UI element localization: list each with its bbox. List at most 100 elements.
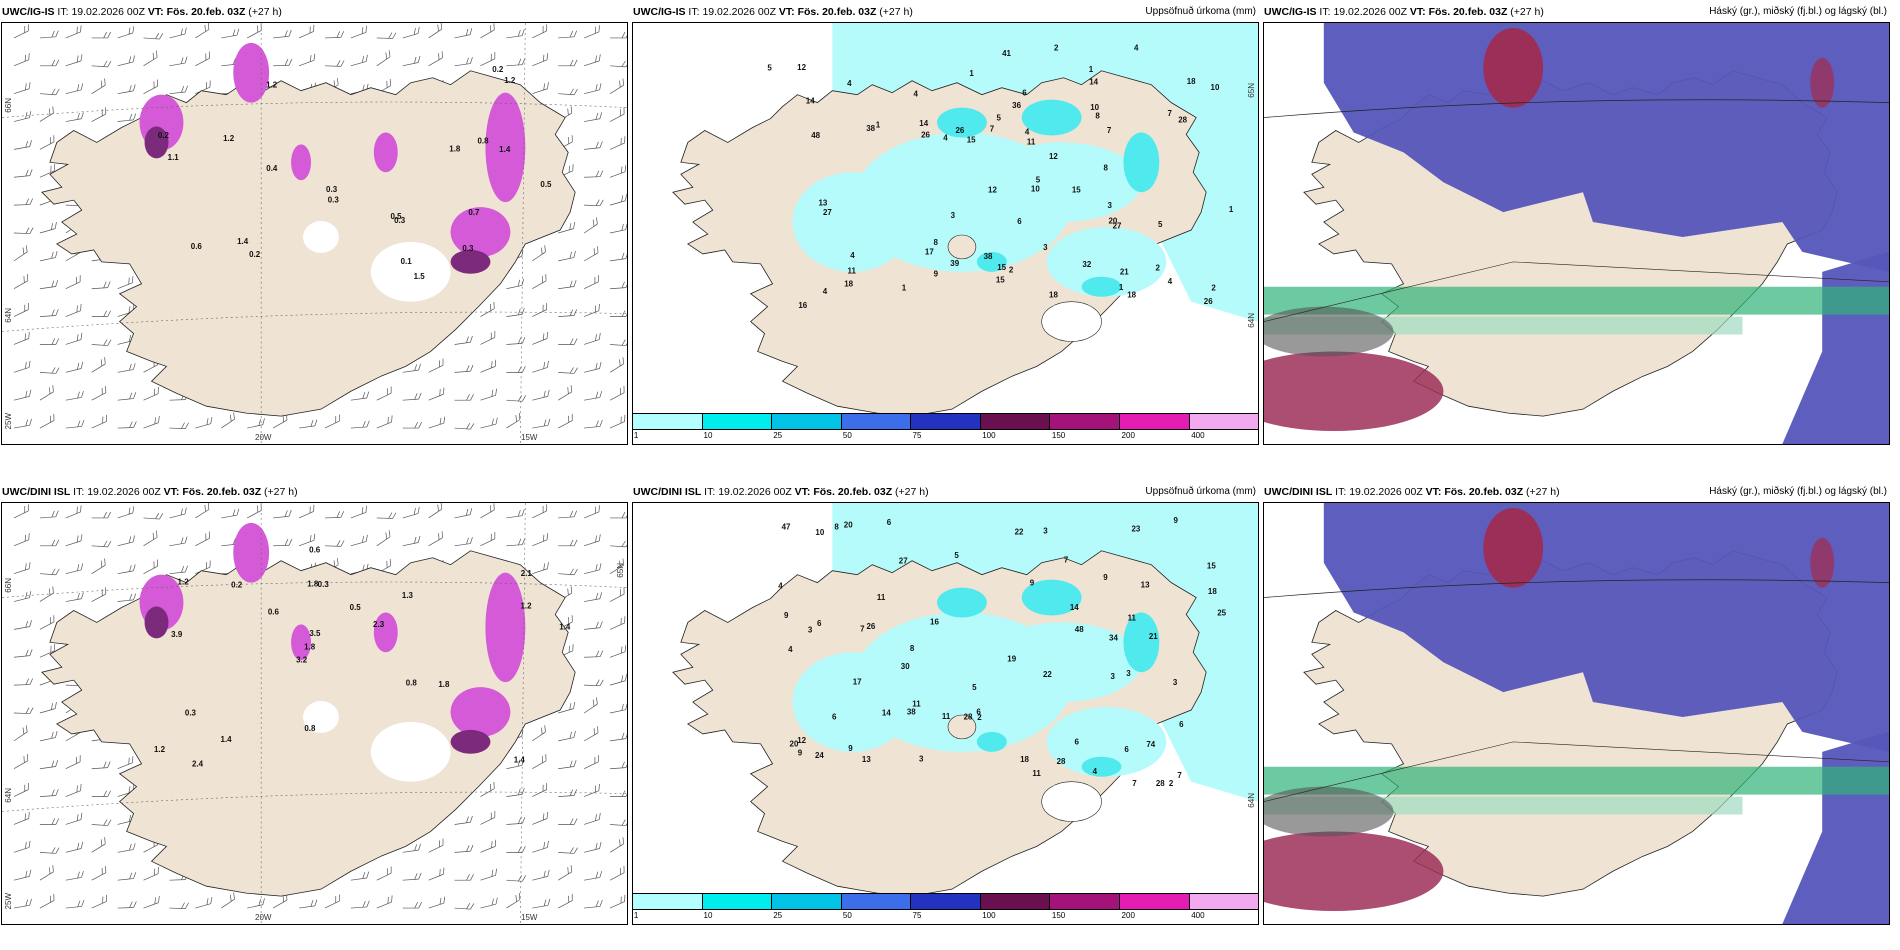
barb-shaft bbox=[480, 509, 495, 519]
value-label: 4 bbox=[943, 134, 948, 143]
panel-title: UWC/DINI ISL IT: 19.02.2026 00Z VT: Fös.… bbox=[633, 486, 1256, 498]
value-label: 3 bbox=[1111, 672, 1116, 681]
wind-barb-icon bbox=[117, 901, 137, 909]
value-label: 5 bbox=[1158, 220, 1163, 229]
barb-shaft bbox=[583, 703, 598, 714]
value-label: 11 bbox=[1032, 769, 1041, 778]
barb-shaft bbox=[480, 308, 495, 317]
value-label: 32 bbox=[1082, 260, 1091, 269]
barb-feather bbox=[491, 418, 494, 426]
map-frame[interactable] bbox=[1263, 22, 1890, 445]
value-label: 17 bbox=[925, 248, 934, 257]
barb-feather bbox=[573, 251, 576, 258]
barb-feather bbox=[494, 532, 496, 539]
barb-feather bbox=[103, 281, 107, 289]
barb-shaft bbox=[532, 789, 547, 797]
value-label: 4 bbox=[1025, 127, 1030, 136]
barb-feather bbox=[362, 55, 364, 63]
barb-feather bbox=[103, 310, 107, 317]
barb-feather bbox=[338, 894, 340, 902]
value-label: 1.2 bbox=[154, 745, 166, 754]
barb-feather bbox=[623, 866, 625, 873]
value-label: 2 bbox=[1054, 43, 1059, 52]
barb-shaft bbox=[454, 370, 471, 373]
map-frame[interactable]: 4 5 5 6 1 2 2 1 21 17 26 26 39 41 32 14 20 27 12 10 5 18 15 15 2… bbox=[632, 22, 1259, 445]
snow-overlays bbox=[139, 522, 526, 782]
high-cloud-area bbox=[1323, 23, 1889, 272]
colorbar: 1 10 25 50 75 100 150 200 400 bbox=[632, 893, 1259, 920]
barb-shaft bbox=[13, 117, 30, 122]
wind-barb-icon bbox=[506, 337, 526, 345]
barb-shaft bbox=[117, 61, 134, 67]
barb-shaft bbox=[350, 906, 367, 909]
barb-feather bbox=[313, 24, 315, 32]
barb-feather bbox=[107, 819, 112, 826]
barb-feather bbox=[490, 25, 492, 32]
value-label: 28 bbox=[1156, 779, 1165, 788]
wind-barb-icon bbox=[376, 386, 392, 401]
barb-shaft bbox=[13, 847, 30, 853]
map-frame[interactable]: 1.5 1.2 1.4 1.2 0.8 0.1 0.5 0.4 0.3 0.2 0.6 0.2 0.3 0… bbox=[1, 22, 628, 445]
map-frame[interactable] bbox=[1263, 502, 1890, 925]
barb-feather bbox=[25, 870, 28, 878]
barb-feather bbox=[128, 536, 132, 543]
barb-shaft bbox=[610, 65, 626, 68]
value-label: 0.2 bbox=[249, 250, 261, 259]
barb-shaft bbox=[558, 795, 575, 797]
barb-shaft bbox=[143, 85, 158, 94]
wind-barb-icon bbox=[402, 392, 422, 401]
barb-feather bbox=[594, 26, 597, 34]
barb-shaft bbox=[39, 708, 56, 714]
barb-feather bbox=[599, 621, 603, 628]
wind-barb-icon bbox=[506, 758, 525, 770]
barb-feather bbox=[25, 592, 28, 599]
value-label: 9 bbox=[848, 744, 853, 753]
barb-feather bbox=[159, 513, 164, 520]
wind-barb-icon bbox=[376, 866, 392, 881]
barb-shaft bbox=[65, 848, 82, 853]
wind-barb-icon bbox=[480, 23, 495, 39]
barb-feather bbox=[24, 26, 26, 33]
barb-feather bbox=[517, 58, 522, 66]
value-label: 38 bbox=[907, 708, 916, 717]
barb-shaft bbox=[609, 843, 624, 853]
barb-shaft bbox=[402, 513, 419, 519]
barb-feather bbox=[470, 335, 473, 343]
wind-barb-icon bbox=[610, 790, 627, 797]
barb-shaft bbox=[558, 391, 572, 401]
barb-feather bbox=[414, 844, 418, 851]
barb-feather bbox=[76, 506, 78, 514]
barb-shaft bbox=[402, 62, 419, 67]
barb-shaft bbox=[39, 592, 54, 602]
barb-feather bbox=[417, 535, 421, 543]
value-label: 4 bbox=[847, 79, 852, 88]
barb-feather bbox=[132, 506, 135, 514]
barb-shaft bbox=[13, 232, 30, 234]
map-frame[interactable]: 1.4 3.9 2.1 3.2 1.3 2.4 1.8 0.5 0.3 0.6 1.2 1.4 0.3 2… bbox=[1, 502, 628, 925]
lon-label: 20W bbox=[255, 913, 272, 922]
barb-feather bbox=[414, 536, 417, 544]
wind-barb-icon bbox=[610, 339, 627, 346]
barb-feather bbox=[25, 112, 28, 119]
barb-shaft bbox=[169, 571, 186, 575]
barb-feather bbox=[55, 818, 60, 825]
panel-clouds-ig: UWC/IG-IS IT: 19.02.2026 00Z VT: Fös. 20… bbox=[1262, 0, 1891, 446]
barb-feather bbox=[491, 898, 494, 906]
barb-feather bbox=[79, 755, 81, 762]
wind-barb-icon bbox=[402, 506, 420, 519]
barb-feather bbox=[24, 304, 26, 312]
panel-precip-ig: UWC/IG-IS IT: 19.02.2026 00Z VT: Fös. 20… bbox=[631, 0, 1260, 446]
wind-barb-icon bbox=[454, 815, 473, 825]
barb-shaft bbox=[584, 540, 600, 547]
barb-feather bbox=[258, 419, 261, 426]
barb-feather bbox=[184, 56, 188, 64]
barb-shaft bbox=[169, 399, 186, 401]
barb-feather bbox=[133, 421, 137, 428]
barb-feather bbox=[392, 32, 397, 39]
barb-feather bbox=[542, 26, 544, 33]
map-frame[interactable]: 5 7 8 3 2 27 28 30 38 34 21 22 47 7 8 6 19 25 15 16 28 26 28 14… bbox=[632, 502, 1259, 925]
wind-barb-icon bbox=[584, 621, 603, 630]
barb-feather bbox=[76, 535, 79, 543]
wind-barb-icon bbox=[402, 421, 422, 429]
barb-shaft bbox=[91, 65, 108, 68]
